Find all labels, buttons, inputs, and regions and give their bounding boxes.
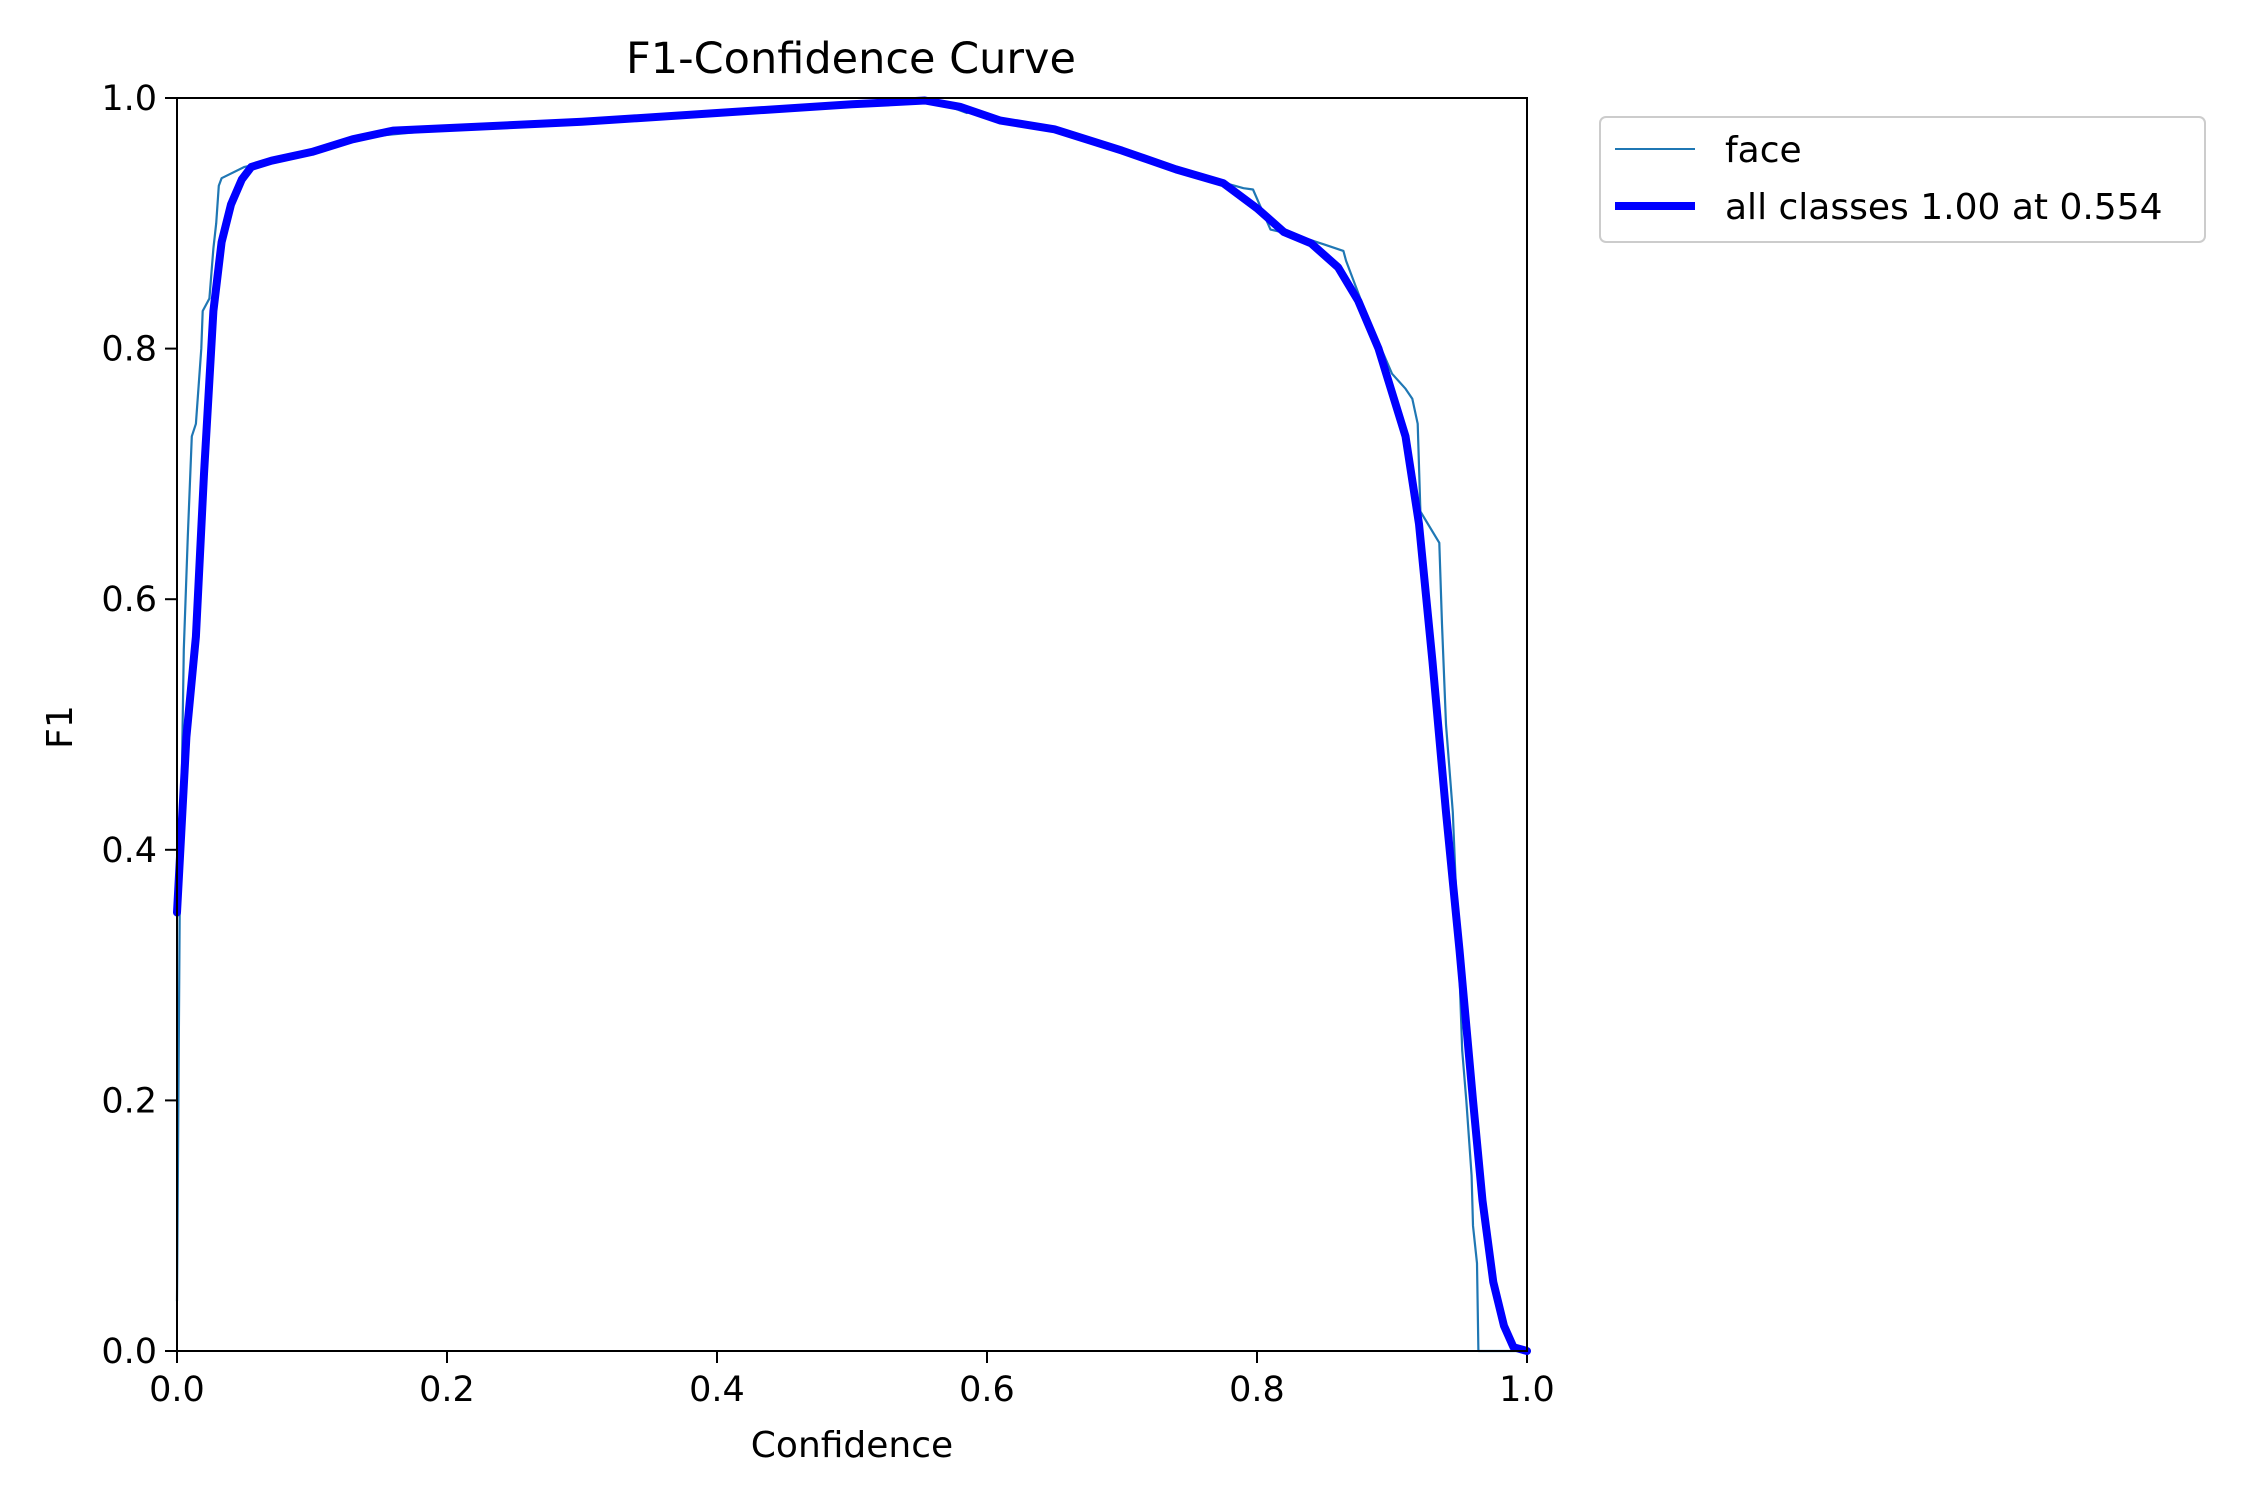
x-tick-label: 0.6 xyxy=(959,1370,1015,1410)
chart-title: F1-Confidence Curve xyxy=(626,34,1076,84)
plot-lines xyxy=(173,96,1531,1355)
x-tick-label: 0.4 xyxy=(689,1370,745,1410)
legend-box xyxy=(1599,116,2206,243)
y-tick-label: 0.6 xyxy=(101,580,157,620)
legend-label-face: face xyxy=(1725,130,1802,171)
y-tick-label: 1.0 xyxy=(101,79,157,119)
plot-frame xyxy=(176,97,1528,1352)
axis-ticks: 0.0 0.2 0.4 0.6 0.8 1.0 0.0 0.2 0.4 0.6 0.8 1.0 xyxy=(101,79,1555,1410)
series-line-all-classes xyxy=(173,96,1531,1355)
y-tick-label: 0.4 xyxy=(101,831,157,871)
y-tick-label: 0.0 xyxy=(101,1332,157,1372)
y-axis-label: F1 xyxy=(40,705,81,749)
x-tick-label: 1.0 xyxy=(1499,1370,1555,1410)
y-tick-label: 0.2 xyxy=(101,1081,157,1121)
legend: face all classes 1.00 at 0.554 xyxy=(1599,116,2206,243)
legend-label-all-classes: all classes 1.00 at 0.554 xyxy=(1725,187,2163,228)
x-tick-label: 0.2 xyxy=(419,1370,475,1410)
x-tick-label: 0.8 xyxy=(1229,1370,1285,1410)
x-tick-label: 0.0 xyxy=(149,1370,205,1410)
x-axis-label: Confidence xyxy=(751,1425,953,1466)
y-tick-label: 0.8 xyxy=(101,330,157,370)
